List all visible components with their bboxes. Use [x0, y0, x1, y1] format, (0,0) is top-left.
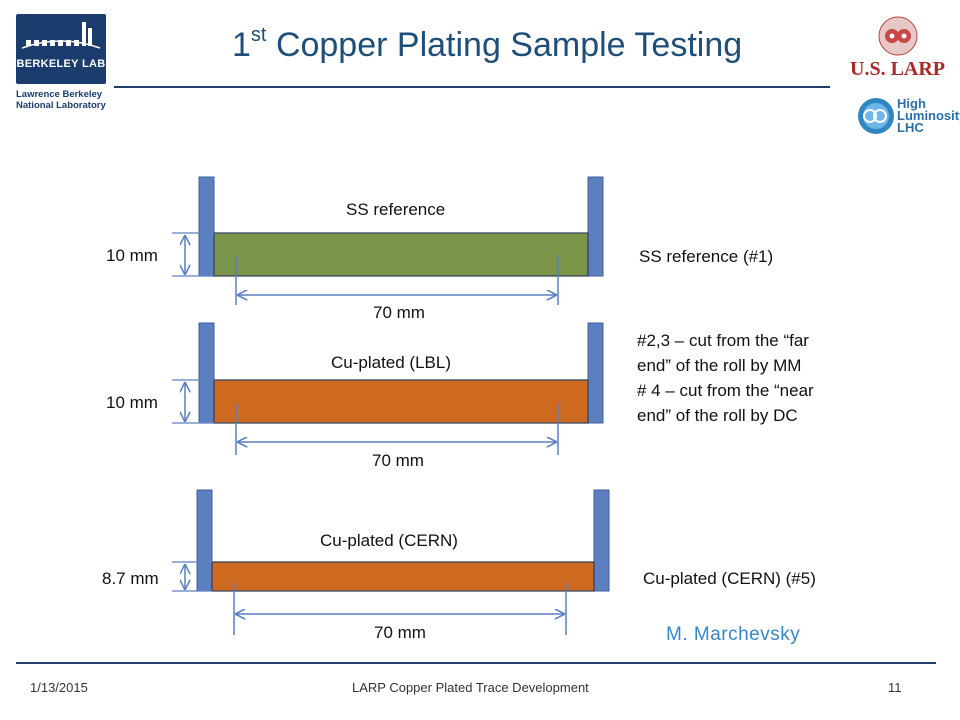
hl-line2: Luminosity — [897, 108, 960, 123]
sample-3-note-line: Cu-plated (CERN) (#5) — [643, 569, 816, 588]
larp-logo-text: U.S. LARP — [850, 58, 946, 80]
sample-2-strip — [213, 379, 589, 424]
footer-divider — [16, 662, 936, 664]
sample-1-length-label: 70 mm — [373, 303, 425, 322]
title-divider — [114, 86, 830, 88]
title-number: 1 — [232, 26, 251, 64]
sample-3-strip — [211, 561, 595, 592]
hl-line3: LHC — [897, 120, 924, 135]
sample-3-note: Cu-plated (CERN) (#5) — [643, 566, 816, 591]
sample-2-note: #2,3 – cut from the “far end” of the rol… — [637, 328, 814, 428]
sample-2-left-clamp — [198, 322, 215, 424]
sample-2-note-line-3: # 4 – cut from the “near — [637, 381, 814, 400]
title-main: Copper Plating Sample Testing — [275, 26, 743, 64]
building-icon — [21, 22, 101, 49]
hl-line1: High — [897, 96, 926, 111]
lab-name-line2: National Laboratory — [16, 100, 106, 111]
sample-3-title: Cu-plated (CERN) — [320, 531, 458, 550]
footer-date: 1/13/2015 — [30, 680, 88, 695]
sample-2-right-clamp — [587, 322, 604, 424]
hl-lhc-logo-icon — [856, 96, 896, 141]
lab-logo-text: BERKELEY LAB — [16, 58, 106, 70]
berkeley-lab-logo — [16, 14, 106, 84]
author-credit: M. Marchevsky — [666, 624, 801, 645]
sample-1-note: SS reference (#1) — [639, 244, 773, 269]
lab-name: Lawrence Berkeley National Laboratory — [16, 89, 106, 111]
title-superscript: st — [250, 24, 267, 46]
sample-1-title: SS reference — [346, 200, 446, 219]
lab-name-line1: Lawrence Berkeley — [16, 89, 103, 100]
sample-1-strip — [213, 232, 589, 277]
sample-1-height-label: 10 mm — [106, 246, 158, 265]
footer-page-number: 11 — [888, 680, 902, 695]
sample-1-left-clamp — [198, 176, 215, 277]
sample-2-title: Cu-plated (LBL) — [331, 353, 452, 372]
sample-3 — [172, 489, 610, 635]
sample-3-height-label: 8.7 mm — [102, 569, 159, 588]
footer-title: LARP Copper Plated Trace Development — [352, 680, 589, 695]
sample-3-right-clamp — [593, 489, 610, 592]
sample-3-length-label: 70 mm — [374, 623, 426, 642]
sample-2-note-line-1: #2,3 – cut from the “far — [637, 331, 809, 350]
sample-1-right-clamp — [587, 176, 604, 277]
sample-2-height-label: 10 mm — [106, 393, 158, 412]
sample-1-note-line: SS reference (#1) — [639, 247, 774, 266]
page-title: 1st Copper Plating Sample Testing — [232, 24, 743, 65]
hl-lhc-logo-text: High Luminosity LHC — [897, 96, 960, 135]
sample-3-left-clamp — [196, 489, 213, 592]
sample-2 — [172, 322, 604, 455]
sample-2-note-line-2: end” of the roll by MM — [637, 356, 802, 375]
sample-2-note-line-4: end” of the roll by DC — [637, 406, 798, 425]
larp-emblem-icon — [876, 14, 920, 63]
sample-1 — [172, 176, 604, 305]
sample-2-length-label: 70 mm — [372, 451, 424, 470]
